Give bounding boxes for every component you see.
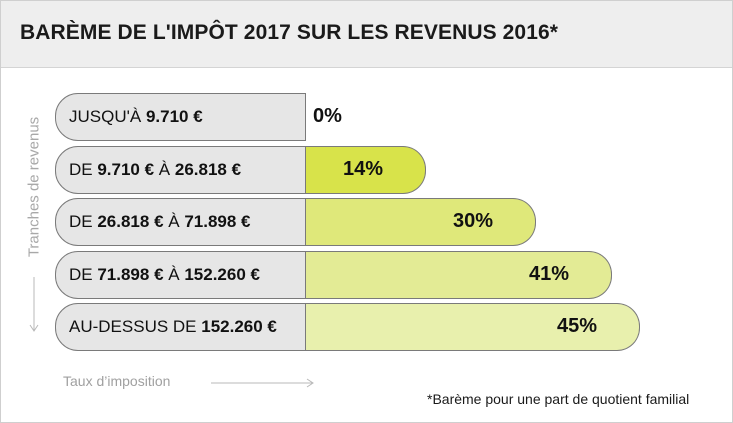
- bar-row: 14% DE 9.710 € À 26.818 €: [1, 146, 732, 194]
- category-label-box: AU-DESSUS DE 152.260 €: [55, 303, 306, 351]
- bar-row: 0% JUSQU'À 9.710 €: [1, 93, 732, 141]
- bar-value-label: 0%: [313, 105, 342, 127]
- category-label-box: DE 71.898 € À 152.260 €: [55, 251, 306, 299]
- category-label: JUSQU'À 9.710 €: [69, 107, 203, 127]
- category-label-box: DE 9.710 € À 26.818 €: [55, 146, 306, 194]
- category-label-upper-bound: 152.260 €: [184, 265, 260, 284]
- category-label-box: JUSQU'À 9.710 €: [55, 93, 306, 141]
- bar-value-label: 14%: [343, 158, 384, 180]
- bar: [305, 146, 426, 194]
- bar-value-label: 45%: [557, 315, 598, 337]
- category-label-prefix: DE: [69, 212, 98, 231]
- down-arrow-icon: [29, 277, 39, 332]
- x-axis-label: Taux d’imposition: [63, 373, 171, 389]
- chart-title: BARÈME DE L'IMPÔT 2017 SUR LES REVENUS 2…: [20, 21, 559, 44]
- bar: [305, 198, 536, 246]
- category-label-lower-bound: 26.818 €: [97, 212, 164, 231]
- right-arrow-icon: [211, 378, 314, 388]
- category-label-separator: À: [163, 265, 185, 284]
- category-label-lower-bound: 152.260 €: [201, 317, 277, 336]
- bar-row: 41% DE 71.898 € À 152.260 €: [1, 251, 732, 299]
- category-label-lower-bound: 71.898 €: [97, 265, 164, 284]
- category-label-separator: À: [163, 212, 185, 231]
- bar: [305, 251, 612, 299]
- bar: [305, 303, 640, 351]
- category-label-box: DE 26.818 € À 71.898 €: [55, 198, 306, 246]
- bar-value-label: 30%: [453, 210, 494, 232]
- category-label: DE 9.710 € À 26.818 €: [69, 160, 241, 180]
- category-label-lower-bound: 9.710 €: [97, 160, 155, 179]
- category-label-separator: À: [154, 160, 175, 179]
- category-label-prefix: DE: [69, 265, 98, 284]
- category-label-upper-bound: 26.818 €: [174, 160, 242, 179]
- chart-header: BARÈME DE L'IMPÔT 2017 SUR LES REVENUS 2…: [1, 1, 732, 68]
- category-label: DE 26.818 € À 71.898 €: [69, 212, 251, 232]
- category-label: AU-DESSUS DE 152.260 €: [69, 317, 277, 337]
- category-label-prefix: JUSQU'À: [69, 107, 146, 126]
- category-label-lower-bound: 9.710 €: [145, 107, 203, 126]
- footnote: *Barème pour une part de quotient famili…: [427, 391, 690, 407]
- category-label-prefix: AU-DESSUS DE: [69, 317, 202, 336]
- category-label: DE 71.898 € À 152.260 €: [69, 265, 260, 285]
- bar-row: 45% AU-DESSUS DE 152.260 €: [1, 303, 732, 351]
- category-label-prefix: DE: [69, 160, 98, 179]
- bar-value-label: 41%: [529, 263, 570, 285]
- category-label-upper-bound: 71.898 €: [184, 212, 251, 231]
- bar-row: 30% DE 26.818 € À 71.898 €: [1, 198, 732, 246]
